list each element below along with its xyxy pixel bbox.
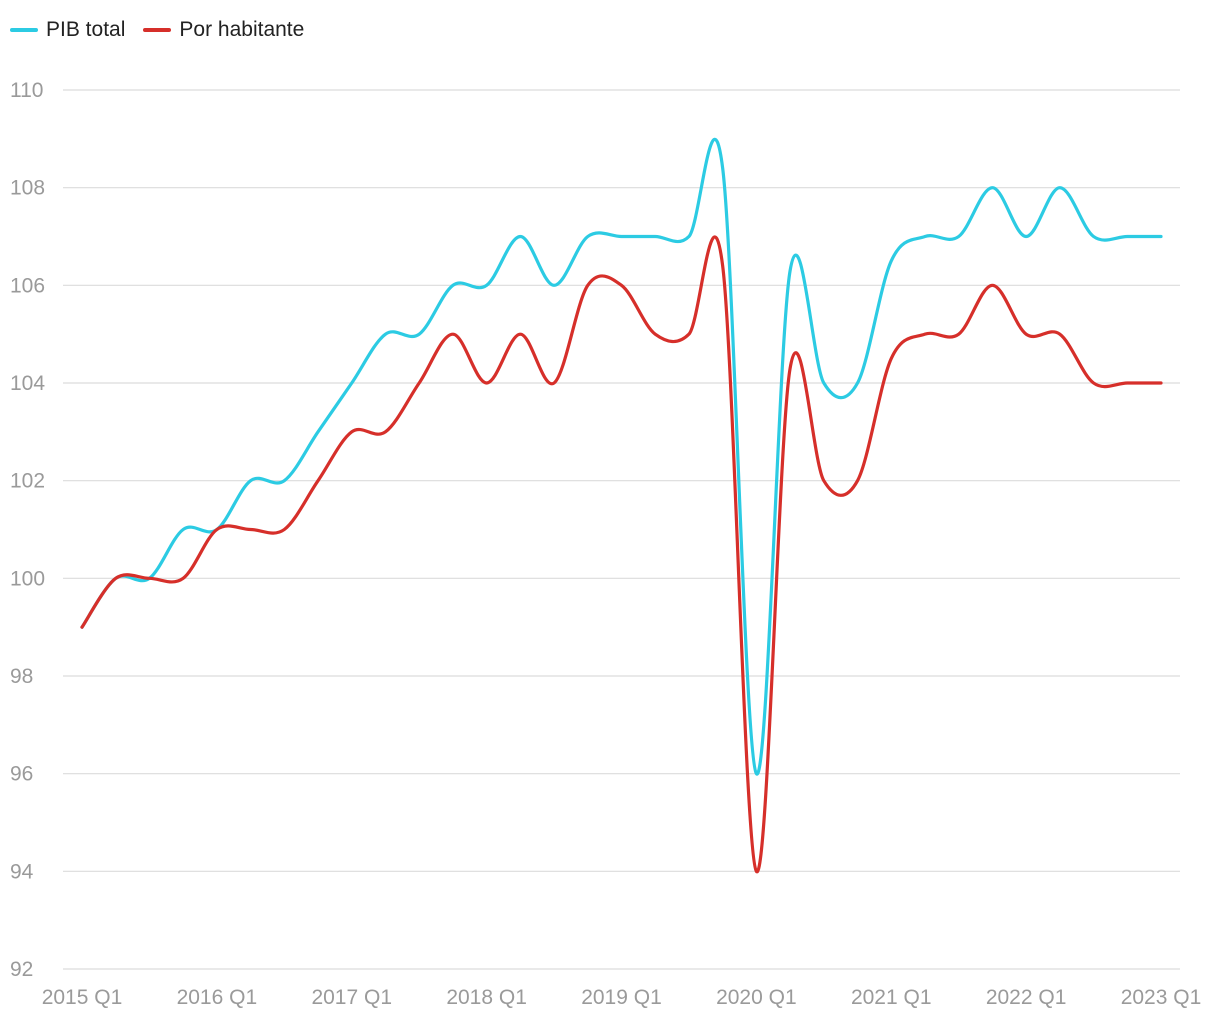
y-tick-label-92: 92 bbox=[10, 958, 33, 981]
data-point-por-habitante-11[interactable] bbox=[447, 328, 459, 340]
data-point-pib-total-32[interactable] bbox=[1155, 231, 1167, 243]
legend-swatch-por-habitante bbox=[143, 28, 172, 32]
data-point-pib-total-18[interactable] bbox=[683, 231, 695, 243]
data-point-por-habitante-24[interactable] bbox=[885, 353, 897, 365]
series-line-por-habitante[interactable] bbox=[80, 235, 1163, 873]
series-line-pib-total[interactable] bbox=[80, 137, 1163, 776]
data-point-pib-total-19[interactable] bbox=[717, 162, 729, 174]
data-point-por-habitante-30[interactable] bbox=[1088, 377, 1100, 389]
data-point-pib-total-3[interactable] bbox=[177, 524, 189, 536]
y-tick-label-110: 110 bbox=[10, 79, 43, 102]
y-tick-label-102: 102 bbox=[10, 470, 45, 493]
data-point-pib-total-12[interactable] bbox=[481, 279, 493, 291]
x-axis-ticks: 2015 Q1 2016 Q1 2017 Q1 2018 Q1 2019 Q1 2020 … bbox=[42, 986, 1202, 1009]
data-point-pib-total-28[interactable] bbox=[1020, 231, 1032, 243]
data-point-pib-total-15[interactable] bbox=[582, 231, 594, 243]
data-point-por-habitante-9[interactable] bbox=[379, 426, 391, 438]
x-tick-label-2023-Q1: 2023 Q1 bbox=[1121, 986, 1202, 1009]
data-point-pib-total-25[interactable] bbox=[919, 231, 931, 243]
y-tick-label-98: 98 bbox=[10, 665, 33, 688]
y-tick-label-96: 96 bbox=[10, 763, 33, 786]
data-point-pib-total-5[interactable] bbox=[245, 475, 257, 487]
data-point-por-habitante-19[interactable] bbox=[717, 260, 729, 272]
data-point-por-habitante-8[interactable] bbox=[346, 426, 358, 438]
data-point-por-habitante-15[interactable] bbox=[582, 279, 594, 291]
legend-swatch-pib-total bbox=[10, 28, 38, 32]
data-point-pib-total-23[interactable] bbox=[852, 377, 864, 389]
data-point-por-habitante-25[interactable] bbox=[919, 328, 931, 340]
y-axis-ticks: 92 94 96 98 100 102 104 106 108 110 bbox=[10, 79, 45, 981]
legend-item-pib-total[interactable]: PIB total bbox=[10, 18, 125, 42]
legend: PIB total Por habitante bbox=[10, 18, 322, 42]
y-tick-label-100: 100 bbox=[10, 567, 45, 590]
data-point-por-habitante-18[interactable] bbox=[683, 328, 695, 340]
y-tick-label-108: 108 bbox=[10, 177, 45, 200]
data-point-por-habitante-0[interactable] bbox=[76, 621, 88, 633]
series-points-por-habitante bbox=[76, 260, 1167, 878]
data-point-pib-total-30[interactable] bbox=[1088, 231, 1100, 243]
data-point-por-habitante-27[interactable] bbox=[986, 279, 998, 291]
data-point-por-habitante-20[interactable] bbox=[750, 865, 762, 877]
data-point-por-habitante-14[interactable] bbox=[548, 377, 560, 389]
legend-label-por-habitante: Por habitante bbox=[179, 18, 305, 41]
data-point-pib-total-8[interactable] bbox=[346, 377, 358, 389]
data-point-por-habitante-22[interactable] bbox=[818, 475, 830, 487]
data-point-por-habitante-6[interactable] bbox=[278, 524, 290, 536]
data-point-pib-total-31[interactable] bbox=[1121, 231, 1133, 243]
data-point-pib-total-7[interactable] bbox=[312, 426, 324, 438]
data-point-por-habitante-4[interactable] bbox=[211, 524, 223, 536]
data-point-por-habitante-17[interactable] bbox=[649, 328, 661, 340]
x-tick-label-2015-Q1: 2015 Q1 bbox=[42, 986, 123, 1009]
data-point-por-habitante-32[interactable] bbox=[1155, 377, 1167, 389]
legend-label-pib-total: PIB total bbox=[46, 18, 126, 41]
data-point-por-habitante-26[interactable] bbox=[953, 328, 965, 340]
data-point-pib-total-20[interactable] bbox=[750, 768, 762, 780]
data-point-pib-total-14[interactable] bbox=[548, 279, 560, 291]
x-tick-label-2020-Q1: 2020 Q1 bbox=[716, 986, 797, 1009]
data-point-por-habitante-13[interactable] bbox=[514, 328, 526, 340]
y-tick-label-106: 106 bbox=[10, 274, 45, 297]
data-point-pib-total-26[interactable] bbox=[953, 231, 965, 243]
legend-item-por-habitante[interactable]: Por habitante bbox=[143, 18, 304, 42]
data-point-pib-total-6[interactable] bbox=[278, 475, 290, 487]
series bbox=[76, 137, 1167, 878]
x-tick-label-2017-Q1: 2017 Q1 bbox=[311, 986, 392, 1009]
series-points-pib-total bbox=[76, 162, 1167, 780]
y-tick-label-94: 94 bbox=[10, 860, 34, 883]
x-tick-label-2019-Q1: 2019 Q1 bbox=[581, 986, 662, 1009]
data-point-pib-total-17[interactable] bbox=[649, 231, 661, 243]
data-point-por-habitante-5[interactable] bbox=[245, 524, 257, 536]
data-point-por-habitante-12[interactable] bbox=[481, 377, 493, 389]
data-point-por-habitante-7[interactable] bbox=[312, 475, 324, 487]
data-point-pib-total-27[interactable] bbox=[986, 182, 998, 194]
x-tick-label-2018-Q1: 2018 Q1 bbox=[446, 986, 527, 1009]
data-point-por-habitante-3[interactable] bbox=[177, 572, 189, 584]
data-point-por-habitante-10[interactable] bbox=[413, 377, 425, 389]
data-point-por-habitante-1[interactable] bbox=[110, 572, 122, 584]
y-tick-label-104: 104 bbox=[10, 372, 45, 395]
data-point-pib-total-11[interactable] bbox=[447, 279, 459, 291]
data-point-por-habitante-23[interactable] bbox=[852, 475, 864, 487]
data-point-pib-total-10[interactable] bbox=[413, 328, 425, 340]
data-point-pib-total-9[interactable] bbox=[379, 328, 391, 340]
data-point-pib-total-24[interactable] bbox=[885, 255, 897, 267]
data-point-pib-total-16[interactable] bbox=[616, 231, 628, 243]
data-point-por-habitante-16[interactable] bbox=[616, 279, 628, 291]
x-tick-label-2016-Q1: 2016 Q1 bbox=[177, 986, 258, 1009]
data-point-pib-total-22[interactable] bbox=[818, 377, 830, 389]
data-point-pib-total-21[interactable] bbox=[784, 265, 796, 277]
data-point-pib-total-13[interactable] bbox=[514, 231, 526, 243]
data-point-por-habitante-2[interactable] bbox=[143, 572, 155, 584]
data-point-por-habitante-28[interactable] bbox=[1020, 328, 1032, 340]
data-point-pib-total-29[interactable] bbox=[1054, 182, 1066, 194]
x-tick-label-2021-Q1: 2021 Q1 bbox=[851, 986, 932, 1009]
data-point-por-habitante-31[interactable] bbox=[1121, 377, 1133, 389]
data-point-por-habitante-29[interactable] bbox=[1054, 328, 1066, 340]
x-tick-label-2022-Q1: 2022 Q1 bbox=[986, 986, 1067, 1009]
data-point-por-habitante-21[interactable] bbox=[784, 362, 796, 374]
